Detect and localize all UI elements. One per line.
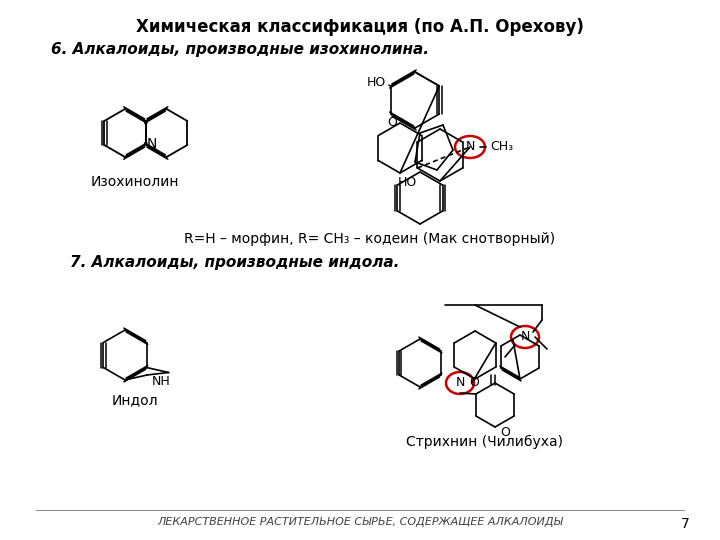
- Text: O: O: [387, 117, 397, 130]
- Text: HO: HO: [397, 176, 417, 189]
- Text: N: N: [521, 330, 530, 343]
- Text: N: N: [465, 140, 474, 153]
- Text: N: N: [455, 376, 464, 389]
- Text: 7: 7: [681, 517, 690, 531]
- Text: NH: NH: [151, 375, 170, 388]
- Text: 6. Алкалоиды, производные изохинолина.: 6. Алкалоиды, производные изохинолина.: [51, 42, 429, 57]
- Text: Изохинолин: Изохинолин: [91, 175, 179, 189]
- Text: O: O: [469, 376, 479, 389]
- Text: ЛЕКАРСТВЕННОЕ РАСТИТЕЛЬНОЕ СЫРЬЕ, СОДЕРЖАЩЕЕ АЛКАЛОИДЫ: ЛЕКАРСТВЕННОЕ РАСТИТЕЛЬНОЕ СЫРЬЕ, СОДЕРЖ…: [157, 517, 563, 527]
- Text: CH₃: CH₃: [490, 140, 513, 153]
- Text: Стрихнин (Чилибуха): Стрихнин (Чилибуха): [407, 435, 564, 449]
- Text: O: O: [500, 426, 510, 438]
- Text: HO: HO: [366, 76, 386, 89]
- Text: Индол: Индол: [112, 393, 158, 407]
- Text: 7. Алкалоиды, производные индола.: 7. Алкалоиды, производные индола.: [71, 255, 400, 270]
- Text: N: N: [147, 137, 157, 151]
- Text: Химическая классификация (по А.П. Орехову): Химическая классификация (по А.П. Орехов…: [136, 18, 584, 36]
- Text: R=H – морфин, R= CH₃ – кодеин (Мак снотворный): R=H – морфин, R= CH₃ – кодеин (Мак снотв…: [184, 232, 556, 246]
